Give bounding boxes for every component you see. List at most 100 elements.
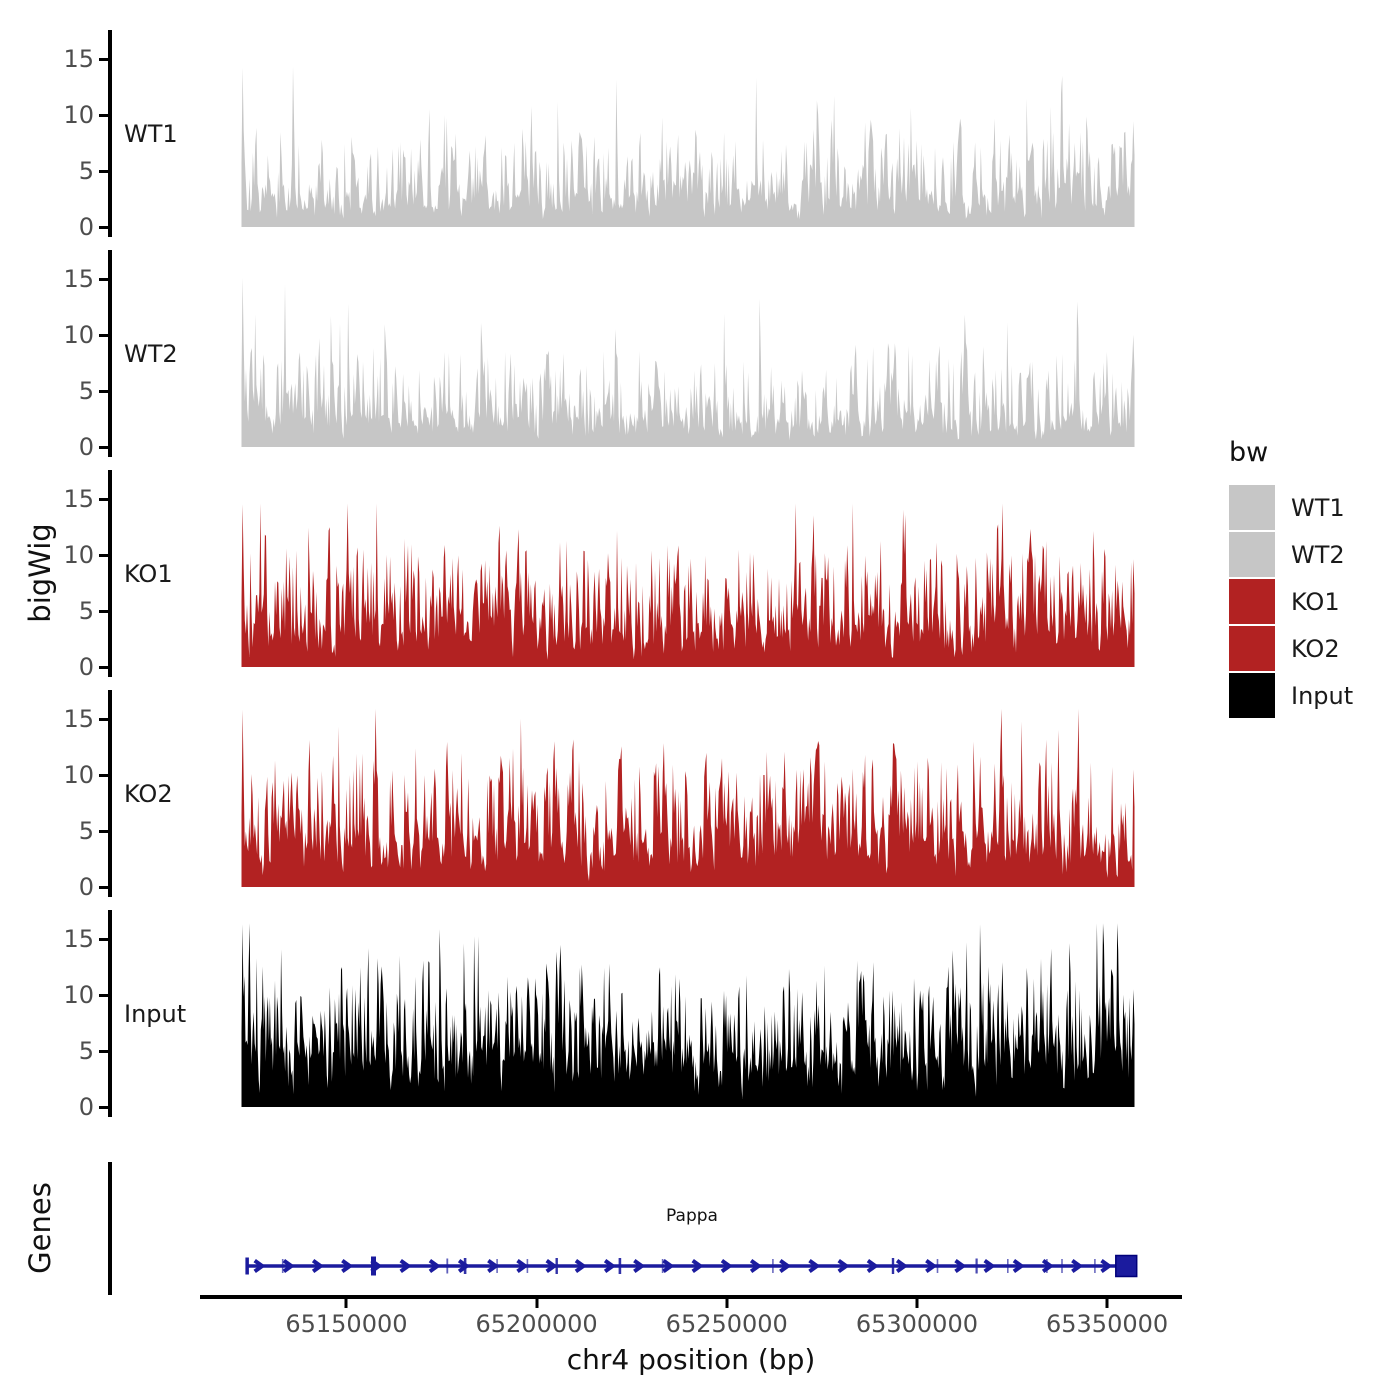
y-tick-label: 0 <box>78 433 94 461</box>
legend-entry-label: WT1 <box>1291 493 1345 522</box>
track-panel <box>200 30 1182 237</box>
x-tick-mark <box>1105 1299 1109 1308</box>
coverage-area-input <box>241 923 1135 1107</box>
y-axis-line <box>108 250 112 457</box>
x-tick-label: 65350000 <box>1045 1310 1169 1338</box>
track-row-ko2: 0 5 10 15 KO2 <box>0 690 1182 901</box>
y-tick-label: 5 <box>78 597 94 625</box>
track-label: WT1 <box>124 119 178 148</box>
coverage-area-ko1 <box>241 503 1135 667</box>
coverage-area-ko2 <box>241 708 1135 887</box>
y-tick-mark <box>99 717 108 721</box>
y-tick-label: 10 <box>63 981 94 1009</box>
track-y-gutter: 0 5 10 15 WT2 <box>0 250 200 461</box>
y-tick-mark <box>99 445 108 449</box>
x-axis: 65150000 65200000 65250000 65300000 65350000… <box>0 1295 1400 1400</box>
genes-track: Pappa <box>0 1162 1182 1295</box>
y-tick-mark <box>99 169 108 173</box>
track-panel <box>200 690 1182 897</box>
y-tick-label: 0 <box>78 653 94 681</box>
y-tick-label: 5 <box>78 377 94 405</box>
legend-swatch <box>1229 485 1275 530</box>
y-tick-mark <box>99 885 108 889</box>
legend-swatch <box>1229 626 1275 671</box>
y-axis-line <box>108 910 112 1117</box>
y-tick-label: 5 <box>78 1037 94 1065</box>
track-row-wt1: 0 5 10 15 WT1 <box>0 30 1182 241</box>
legend-entry-label: Input <box>1291 681 1354 710</box>
y-tick-label: 10 <box>63 761 94 789</box>
y-tick-mark <box>99 333 108 337</box>
y-tick-label: 0 <box>78 1093 94 1121</box>
y-axis-line <box>108 470 112 677</box>
genes-axis-line <box>108 1162 112 1295</box>
legend-swatch <box>1229 579 1275 624</box>
y-tick-label: 5 <box>78 157 94 185</box>
y-tick-label: 15 <box>63 265 94 293</box>
y-tick-mark <box>99 497 108 501</box>
x-tick-mark <box>344 1299 348 1308</box>
legend-entry-ko2: KO2 <box>1229 626 1353 671</box>
y-tick-label: 0 <box>78 873 94 901</box>
track-panel <box>200 470 1182 677</box>
track-y-gutter: 0 5 10 15 KO2 <box>0 690 200 901</box>
legend-entry-label: KO2 <box>1291 634 1340 663</box>
y-tick-label: 15 <box>63 45 94 73</box>
y-tick-mark <box>99 665 108 669</box>
y-tick-label: 15 <box>63 705 94 733</box>
legend-entry-wt2: WT2 <box>1229 532 1353 577</box>
y-tick-mark <box>99 773 108 777</box>
x-tick-label: 65200000 <box>475 1310 598 1338</box>
coverage-area-wt2 <box>241 277 1135 447</box>
gene-name-label: Pappa <box>666 1206 718 1226</box>
x-tick-label: 65300000 <box>855 1310 978 1338</box>
y-tick-mark <box>99 1049 108 1053</box>
y-tick-label: 10 <box>63 101 94 129</box>
bigwig-tracks-container: 0 5 10 15 WT1 0 5 10 15 WT2 0 5 10 15 KO1 0 5 10 15 KO2 0 5 10… <box>0 30 1182 1130</box>
y-tick-label: 0 <box>78 213 94 241</box>
y-tick-mark <box>99 225 108 229</box>
track-y-gutter: 0 5 10 15 KO1 <box>0 470 200 681</box>
y-tick-label: 15 <box>63 485 94 513</box>
legend-swatch <box>1229 673 1275 718</box>
x-tick-label: 65150000 <box>285 1310 408 1338</box>
gene-model-pappa <box>245 1254 1138 1278</box>
legend-entry-wt1: WT1 <box>1229 485 1353 530</box>
y-tick-mark <box>99 277 108 281</box>
y-tick-mark <box>99 993 108 997</box>
legend-entry-label: WT2 <box>1291 540 1345 569</box>
track-label: Input <box>124 999 187 1028</box>
y-tick-mark <box>99 113 108 117</box>
x-axis-title: chr4 position (bp) <box>566 1343 816 1376</box>
legend-entry-input: Input <box>1229 673 1353 718</box>
track-row-wt2: 0 5 10 15 WT2 <box>0 250 1182 461</box>
y-axis-line <box>108 690 112 897</box>
y-tick-label: 5 <box>78 817 94 845</box>
legend-title: bw <box>1229 437 1269 468</box>
legend-entry-label: KO1 <box>1291 587 1340 616</box>
track-y-gutter: 0 5 10 15 Input <box>0 910 200 1121</box>
legend-entry-ko1: KO1 <box>1229 579 1353 624</box>
genes-y-gutter <box>0 1162 200 1369</box>
track-label: KO1 <box>124 559 173 588</box>
y-tick-label: 15 <box>63 925 94 953</box>
y-axis-line <box>108 30 112 237</box>
x-tick-mark <box>535 1299 539 1308</box>
y-tick-mark <box>99 937 108 941</box>
legend-swatch <box>1229 532 1275 577</box>
track-label: WT2 <box>124 339 178 368</box>
track-label: KO2 <box>124 779 173 808</box>
y-tick-mark <box>99 389 108 393</box>
x-axis-line <box>200 1295 1182 1299</box>
legend: bw WT1 WT2 KO1 KO2 Input <box>1229 437 1353 720</box>
track-panel <box>200 910 1182 1117</box>
x-tick-label: 65250000 <box>665 1310 788 1338</box>
y-tick-mark <box>99 609 108 613</box>
y-tick-label: 10 <box>63 321 94 349</box>
coverage-area-wt1 <box>241 66 1135 227</box>
y-tick-mark <box>99 57 108 61</box>
track-panel <box>200 250 1182 457</box>
y-tick-mark <box>99 829 108 833</box>
track-row-input: 0 5 10 15 Input <box>0 910 1182 1121</box>
